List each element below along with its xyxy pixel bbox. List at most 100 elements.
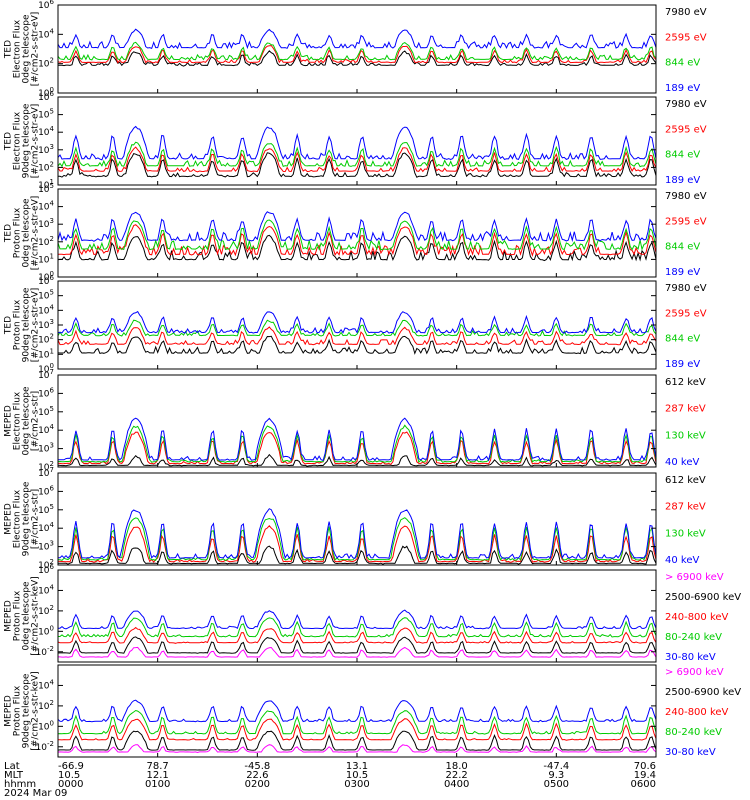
legend-entry: 7980 eV (665, 191, 707, 202)
legend-entry: 2595 eV (665, 124, 707, 135)
series-line-3 (57, 517, 657, 562)
series-line-3 (57, 626, 657, 644)
legend-entry: 40 keV (665, 555, 699, 566)
legend-entry: 130 keV (665, 528, 706, 539)
series-line-1 (57, 744, 657, 754)
y-axis-label-line: TED (4, 40, 14, 59)
row-label-mlt: MLT (4, 770, 24, 781)
legend-entry: 40 keV (665, 457, 699, 468)
y-axis-label-line: [#/cm2-s-str-eV] (31, 288, 41, 363)
lat-value: 70.6 (634, 761, 656, 772)
legend-entry: 130 keV (665, 430, 706, 441)
y-axis-label: MEPEDElectron Flux0deg telescope[#/cm2-s… (4, 386, 41, 456)
mlt-value: 12.1 (147, 770, 169, 781)
mlt-value: 22.6 (246, 770, 268, 781)
date-label: 2024 Mar 09 (4, 788, 67, 799)
legend-entry: 240-800 keV (665, 612, 729, 623)
y-axis-label-line: Proton Flux (13, 207, 23, 258)
panel-frame (57, 280, 657, 370)
legend-entry: 2500-6900 keV (665, 687, 741, 698)
legend-entry: 189 eV (665, 175, 700, 186)
legend-entry: 287 keV (665, 502, 706, 513)
y-tick-label: 104 (38, 423, 54, 436)
y-axis-label-line: 0deg telescope (22, 581, 32, 651)
y-axis-label-line: Proton Flux (13, 685, 23, 736)
series-line-2 (57, 636, 657, 654)
y-axis-label-line: [#/cm2-s-str-keV] (31, 671, 41, 750)
legend-entry: 30-80 keV (665, 747, 716, 758)
y-tick-label: 104 (38, 125, 54, 138)
y-axis-label-line: TED (4, 224, 14, 243)
y-axis-label-line: [#/cm2-s-str] (31, 489, 41, 549)
panel-frame (57, 664, 657, 758)
legend-entry: 2595 eV (665, 32, 707, 43)
y-axis-label-line: MEPED (4, 405, 14, 437)
series-line-5 (57, 699, 657, 723)
legend-entry: 7980 eV (665, 99, 707, 110)
y-axis-label-line: [#/cm2-s-str-eV] (31, 104, 41, 179)
lat-value: 78.7 (147, 761, 169, 772)
legend-entry: 2595 eV (665, 308, 707, 319)
y-axis-label-line: [#/cm2-s-str-eV] (31, 12, 41, 87)
mlt-value: 10.5 (346, 770, 368, 781)
series-line-4 (57, 417, 657, 462)
y-axis-label-line: 90deg telescope (22, 481, 32, 556)
y-axis-label: MEPEDProton Flux90deg telescope[#/cm2-s-… (4, 671, 41, 750)
y-axis-label-line: MEPED (4, 600, 14, 632)
legend-entry: 189 eV (665, 267, 700, 278)
series-line-4 (57, 709, 657, 735)
y-tick-label: 104 (38, 27, 54, 40)
series-line-2 (57, 146, 657, 173)
legend-entry: 80-240 keV (665, 727, 722, 738)
mlt-value: 9.3 (548, 770, 564, 781)
legend-entry: 80-240 keV (665, 632, 722, 643)
y-axis-label: MEPEDProton Flux0deg telescope[#/cm2-s-s… (4, 576, 41, 655)
y-axis-label-line: TED (4, 316, 14, 335)
series-line-2 (57, 730, 657, 751)
lat-value: -66.9 (58, 761, 84, 772)
y-axis-label-line: [#/cm2-s-str-keV] (31, 576, 41, 655)
y-axis-label-line: [#/cm2-s-str] (31, 391, 41, 451)
legend-entry: 7980 eV (665, 283, 707, 294)
y-axis-label-line: 0deg telescope (22, 198, 32, 268)
series-line-2 (57, 45, 657, 64)
legend-entry: 7980 eV (665, 7, 707, 18)
y-tick-label: 106 (38, 0, 54, 11)
series-line-3 (57, 718, 657, 741)
series-line-4 (57, 211, 657, 243)
hhmm-value: 0100 (145, 779, 170, 790)
y-tick-label: 104 (38, 303, 54, 316)
y-axis-label-line: 90deg telescope (22, 673, 32, 748)
y-axis-label-line: 90deg telescope (22, 287, 32, 362)
series-line-4 (57, 125, 657, 161)
legend-entry: > 6900 keV (665, 667, 724, 678)
series-line-4 (57, 310, 657, 334)
lat-value: 13.1 (346, 761, 368, 772)
y-axis-label: TEDElectron Flux0deg telescope[#/cm2-s-s… (4, 12, 41, 87)
y-axis-label-line: Electron Flux (13, 111, 23, 170)
y-axis-label-line: 0deg telescope (22, 386, 32, 456)
legend-entry: > 6900 keV (665, 572, 724, 583)
hhmm-value: 0500 (544, 779, 569, 790)
series-line-4 (58, 508, 657, 560)
series-line-2 (57, 326, 657, 346)
series-line-3 (57, 319, 657, 337)
legend-entry: 189 eV (665, 83, 700, 94)
series-line-1 (58, 50, 657, 67)
lat-value: -47.4 (543, 761, 569, 772)
lat-value: 18.0 (446, 761, 468, 772)
series-line-3 (57, 141, 657, 168)
y-axis-label-line: Electron Flux (13, 489, 23, 548)
legend-entry: 844 eV (665, 58, 700, 69)
mlt-value: 10.5 (58, 770, 80, 781)
y-axis-label-line: MEPED (4, 695, 14, 727)
y-axis-label-line: Proton Flux (13, 590, 23, 641)
row-label-hhmm: hhmm (4, 779, 36, 790)
y-axis-label-line: Electron Flux (13, 19, 23, 78)
y-axis-label-line: TED (4, 132, 14, 151)
